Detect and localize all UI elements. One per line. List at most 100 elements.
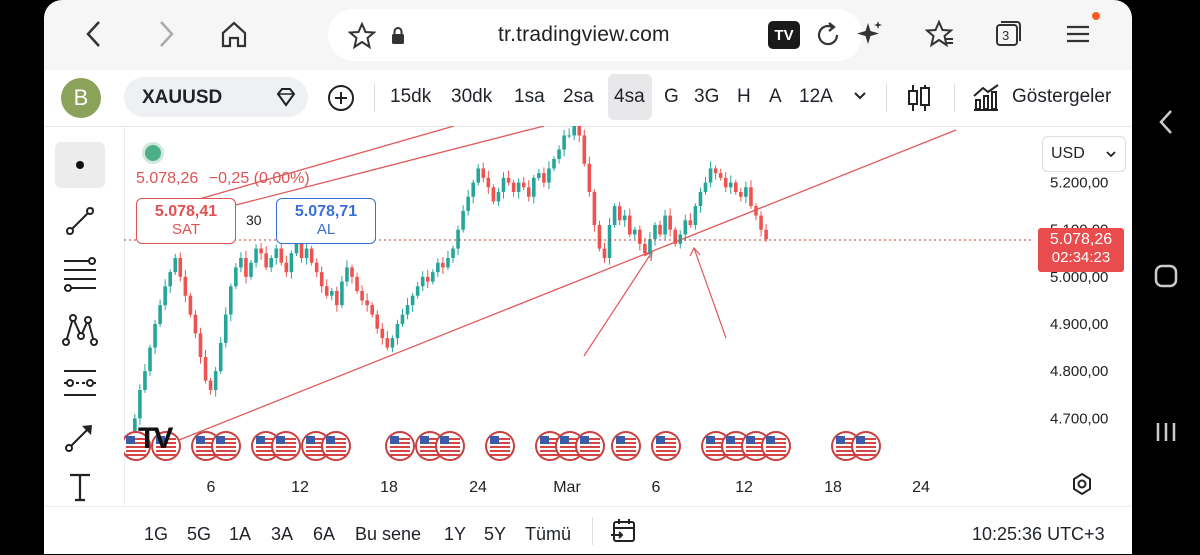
range-6a[interactable]: 6A — [313, 524, 336, 544]
forward-icon[interactable] — [146, 14, 186, 54]
us-flag-event-icon[interactable] — [611, 431, 641, 461]
candle-body — [496, 192, 501, 202]
chevron-down-icon[interactable] — [852, 88, 868, 109]
settings-gear-icon[interactable] — [1070, 472, 1094, 501]
lock-icon — [390, 26, 406, 51]
channel-lower-line[interactable] — [173, 129, 957, 443]
bookmark-star-icon[interactable] — [347, 21, 377, 55]
price-tick-label: 5.000,00 — [1050, 269, 1108, 286]
timeframe-4sa[interactable]: 4sa — [614, 86, 645, 107]
badge-countdown: 02:34:23 — [1051, 248, 1111, 266]
candle-body — [203, 357, 208, 381]
cursor-dot-icon[interactable] — [55, 142, 105, 188]
avatar[interactable]: B — [61, 78, 101, 118]
active-timeframe-highlight — [608, 74, 652, 120]
timeframe-a[interactable]: A — [769, 86, 782, 107]
forecast-icon[interactable] — [55, 360, 105, 406]
range-5y[interactable]: 5Y — [484, 524, 507, 544]
candle-body — [582, 135, 587, 164]
indicators-button[interactable]: Göstergeler — [1012, 86, 1112, 107]
candle-body — [350, 267, 354, 277]
us-flag-event-icon[interactable] — [321, 431, 351, 461]
currency-select[interactable]: USD — [1042, 136, 1126, 172]
candlestick-chart[interactable]: 5.200,005.100,005.000,004.900,004.800,00… — [121, 121, 1132, 506]
home-icon[interactable] — [214, 14, 254, 54]
arrow-tool-icon[interactable] — [55, 414, 105, 460]
price-axis[interactable]: 5.200,005.100,005.000,004.900,004.800,00… — [1050, 175, 1108, 428]
range-tumu[interactable]: Tümü — [525, 524, 572, 544]
range-1a[interactable]: 1A — [229, 524, 252, 544]
candle-body — [340, 281, 344, 306]
us-flag-event-icon[interactable] — [385, 431, 415, 461]
timeframe-h[interactable]: H — [737, 86, 751, 107]
range-1y[interactable]: 1Y — [444, 524, 467, 544]
range-5g[interactable]: 5G — [187, 524, 212, 544]
candle-body — [395, 324, 400, 339]
us-flag-event-icon[interactable] — [575, 431, 605, 461]
url-text[interactable]: tr.tradingview.com — [498, 23, 670, 46]
timeframe-1sa[interactable]: 1sa — [514, 86, 545, 107]
timeframe-g[interactable]: G — [664, 86, 679, 107]
address-bar[interactable]: tr.tradingview.com TV — [328, 9, 862, 61]
annotation-arrow-2[interactable] — [693, 247, 727, 339]
candle-body — [739, 192, 743, 197]
indicators-icon[interactable] — [970, 82, 1002, 119]
candle-body — [547, 168, 551, 183]
time-tick-label: 24 — [912, 479, 930, 496]
timeframe-3g[interactable]: 3G — [694, 86, 720, 107]
candle-type-icon[interactable] — [904, 82, 934, 119]
buy-button[interactable]: 5.078,71 AL — [276, 198, 376, 244]
candle-body — [723, 177, 728, 188]
candle-body — [345, 267, 349, 282]
time-axis[interactable]: 6 12 18 24 Mar 6 12 18 24 — [207, 479, 930, 496]
clock-timezone[interactable]: 10:25:36 UTC+3 — [972, 524, 1105, 544]
us-flag-event-icon[interactable] — [761, 431, 791, 461]
system-recents-icon[interactable] — [1146, 412, 1186, 452]
divider — [374, 84, 375, 112]
price-chart[interactable]: 5.200,005.100,005.000,004.900,004.800,00… — [121, 121, 1132, 506]
candle-body — [471, 182, 475, 197]
add-symbol-icon[interactable] — [326, 83, 356, 118]
timeframe-2sa[interactable]: 2sa — [563, 86, 594, 107]
range-3a[interactable]: 3A — [271, 524, 294, 544]
candle-body — [420, 276, 425, 287]
system-home-icon[interactable] — [1146, 256, 1186, 296]
annotation-arrow-1[interactable] — [583, 251, 653, 357]
pattern-icon[interactable] — [55, 306, 105, 352]
candle-body — [163, 286, 167, 306]
us-flag-event-icon[interactable] — [211, 431, 241, 461]
us-flag-event-icon[interactable] — [485, 431, 515, 461]
bookmarks-icon[interactable] — [920, 14, 960, 54]
reload-icon[interactable] — [814, 21, 842, 54]
candle-body — [759, 215, 763, 230]
us-flag-event-icon[interactable] — [271, 431, 301, 461]
candle-body — [597, 225, 602, 249]
ai-sparkle-icon[interactable] — [850, 14, 890, 54]
fib-retracement-icon[interactable] — [55, 252, 105, 298]
range-1g[interactable]: 1G — [144, 524, 169, 544]
symbol-search[interactable]: XAUUSD — [124, 77, 308, 117]
us-flag-event-icon[interactable] — [851, 431, 881, 461]
time-tick-label: Mar — [553, 479, 581, 496]
system-back-icon[interactable] — [1146, 102, 1186, 142]
tabs-icon[interactable]: 3 — [988, 14, 1028, 54]
timeframe-30dk[interactable]: 30dk — [451, 86, 493, 107]
text-tool-icon[interactable] — [55, 464, 105, 510]
go-to-date-icon[interactable] — [610, 517, 638, 550]
us-flag-event-icon[interactable] — [651, 431, 681, 461]
candle-body — [208, 380, 213, 390]
sell-button[interactable]: 5.078,41 SAT — [136, 198, 236, 244]
back-icon[interactable] — [74, 14, 114, 54]
range-bu-sene[interactable]: Bu sene — [355, 524, 422, 544]
timeframe-12a[interactable]: 12A — [799, 86, 833, 107]
badge-price: 5.078,26 — [1049, 230, 1113, 248]
candle-body — [658, 225, 662, 235]
candle-body — [380, 328, 385, 339]
trend-line-icon[interactable] — [55, 198, 105, 244]
us-flag-event-icon[interactable] — [151, 431, 181, 461]
timeframe-15dk[interactable]: 15dk — [390, 86, 432, 107]
us-flag-event-icon[interactable] — [435, 431, 465, 461]
menu-icon[interactable] — [1058, 12, 1100, 54]
diamond-icon[interactable] — [274, 86, 298, 113]
candle-body — [526, 187, 531, 197]
